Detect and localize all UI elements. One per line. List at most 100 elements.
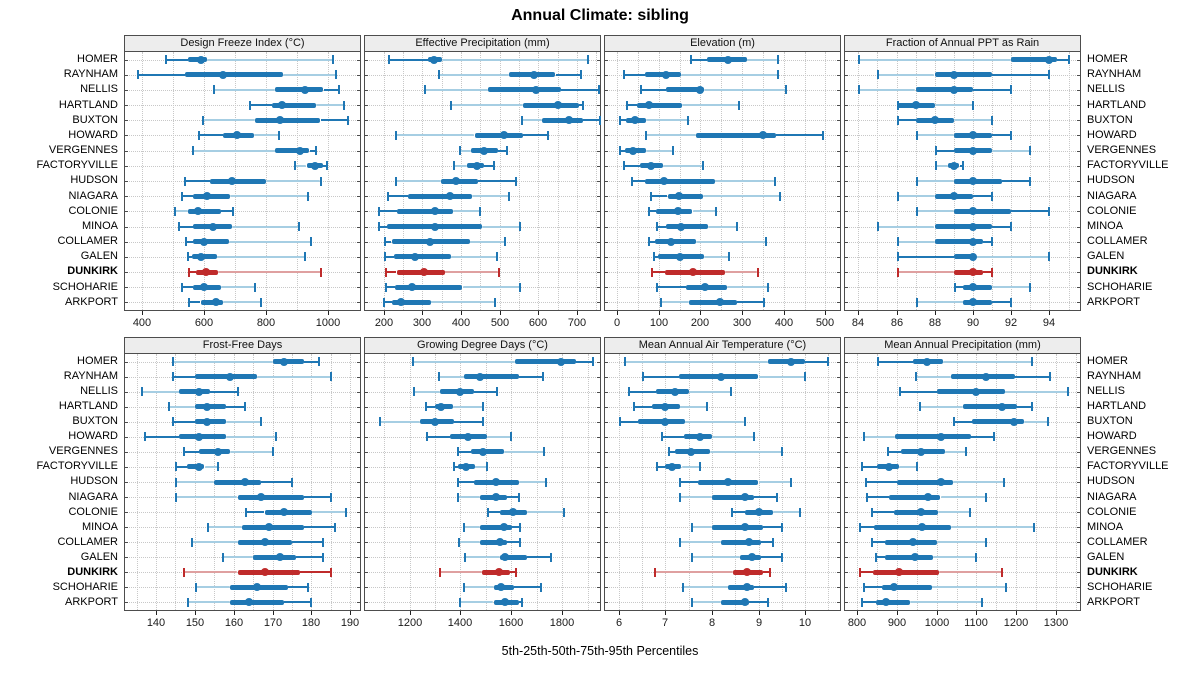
whisker-solid xyxy=(292,541,323,543)
whisker-cap-5th xyxy=(619,417,621,426)
axis-tick xyxy=(700,311,701,315)
whisker-cap-95th xyxy=(326,161,328,170)
whisker-solid xyxy=(619,150,626,152)
whisker-cap-95th xyxy=(827,357,829,366)
row-tick-left xyxy=(125,437,128,438)
row-tick-left xyxy=(605,135,608,136)
iqr-bar xyxy=(275,87,323,92)
gridline-horizontal xyxy=(605,120,840,121)
row-tick-right xyxy=(357,151,360,152)
whisker-range xyxy=(679,406,707,408)
axis-tick-label: 1000 xyxy=(315,317,341,329)
axis-tick-label: 1300 xyxy=(1043,617,1069,629)
whisker-solid xyxy=(875,556,885,558)
whisker-cap-5th xyxy=(648,207,650,216)
median-dot xyxy=(501,553,509,561)
row-label-right-buxton: BUXTON xyxy=(1087,415,1133,428)
axis-tick xyxy=(665,611,666,615)
whisker-range xyxy=(438,74,509,76)
whisker-cap-95th xyxy=(496,387,498,396)
row-tick-left xyxy=(365,90,368,91)
whisker-cap-5th xyxy=(682,583,684,592)
whisker-range xyxy=(474,466,487,468)
whisker-range xyxy=(954,119,992,121)
row-tick-left xyxy=(125,557,128,558)
whisker-range xyxy=(877,74,934,76)
median-dot xyxy=(479,448,487,456)
iqr-bar xyxy=(480,540,507,545)
row-tick-right xyxy=(837,211,840,212)
iqr-bar xyxy=(471,449,504,454)
whisker-range xyxy=(691,601,721,603)
row-tick-right xyxy=(357,120,360,121)
whisker-range xyxy=(223,301,262,303)
whisker-cap-95th xyxy=(540,583,542,592)
row-tick-right xyxy=(1077,90,1080,91)
row-label-right-buxton: BUXTON xyxy=(1087,113,1133,126)
whisker-cap-95th xyxy=(315,146,317,155)
row-tick-left xyxy=(365,407,368,408)
row-tick-left xyxy=(365,602,368,603)
whisker-cap-5th xyxy=(626,101,628,110)
whisker-range xyxy=(453,210,480,212)
row-label-right-vergennes: VERGENNES xyxy=(1087,445,1157,458)
whisker-cap-5th xyxy=(897,268,899,277)
whisker-solid xyxy=(640,89,666,91)
whisker-solid xyxy=(498,150,508,152)
row-tick-left xyxy=(845,407,848,408)
whisker-solid xyxy=(690,59,707,61)
whisker-cap-5th xyxy=(863,583,865,592)
whisker-solid xyxy=(749,601,768,603)
row-label-left-galen: GALEN xyxy=(80,250,118,263)
whisker-cap-5th xyxy=(954,283,956,292)
row-tick-right xyxy=(837,482,840,483)
axis-tick xyxy=(742,311,743,315)
median-dot xyxy=(743,568,751,576)
row-tick-right xyxy=(1077,497,1080,498)
axis-tick-label: 9 xyxy=(755,617,763,629)
iqr-bar xyxy=(179,389,210,394)
whisker-cap-95th xyxy=(599,116,601,125)
whisker-range xyxy=(916,301,964,303)
row-tick-right xyxy=(597,542,600,543)
whisker-cap-5th xyxy=(175,478,177,487)
whisker-cap-5th xyxy=(858,85,860,94)
whisker-cap-5th xyxy=(619,146,621,155)
axis-tick xyxy=(805,611,806,615)
row-tick-right xyxy=(1077,512,1080,513)
whisker-cap-5th xyxy=(690,55,692,64)
row-label-right-minoa: MINOA xyxy=(1087,520,1124,533)
axis-tick xyxy=(500,311,501,315)
whisker-range xyxy=(311,511,346,513)
axis-tick xyxy=(897,311,898,315)
row-tick-right xyxy=(357,75,360,76)
iqr-bar xyxy=(238,570,300,575)
row-label-right-schoharie: SCHOHARIE xyxy=(1087,280,1153,293)
whisker-range xyxy=(877,226,934,228)
whisker-cap-95th xyxy=(822,131,824,140)
row-tick-left xyxy=(125,542,128,543)
row-tick-left xyxy=(125,482,128,483)
row-tick-right xyxy=(1077,166,1080,167)
row-tick-right xyxy=(597,211,600,212)
axis-tick xyxy=(976,611,977,615)
whisker-solid xyxy=(668,451,675,453)
whisker-range xyxy=(464,556,500,558)
median-dot xyxy=(431,223,439,231)
row-tick-left xyxy=(605,242,608,243)
whisker-cap-5th xyxy=(378,207,380,216)
row-tick-left xyxy=(605,211,608,212)
row-tick-right xyxy=(837,120,840,121)
strip-fraction-of-annual-ppt-as-rain: Fraction of Annual PPT as Rain xyxy=(844,35,1081,52)
whisker-cap-5th xyxy=(691,523,693,532)
whisker-range xyxy=(487,436,511,438)
whisker-range xyxy=(941,496,987,498)
row-tick-right xyxy=(1077,467,1080,468)
iqr-bar xyxy=(768,359,805,364)
whisker-solid xyxy=(656,226,666,228)
median-dot xyxy=(950,162,958,170)
whisker-cap-95th xyxy=(765,237,767,246)
whisker-range xyxy=(919,406,963,408)
iqr-bar xyxy=(954,209,1011,214)
whisker-solid xyxy=(576,361,593,363)
